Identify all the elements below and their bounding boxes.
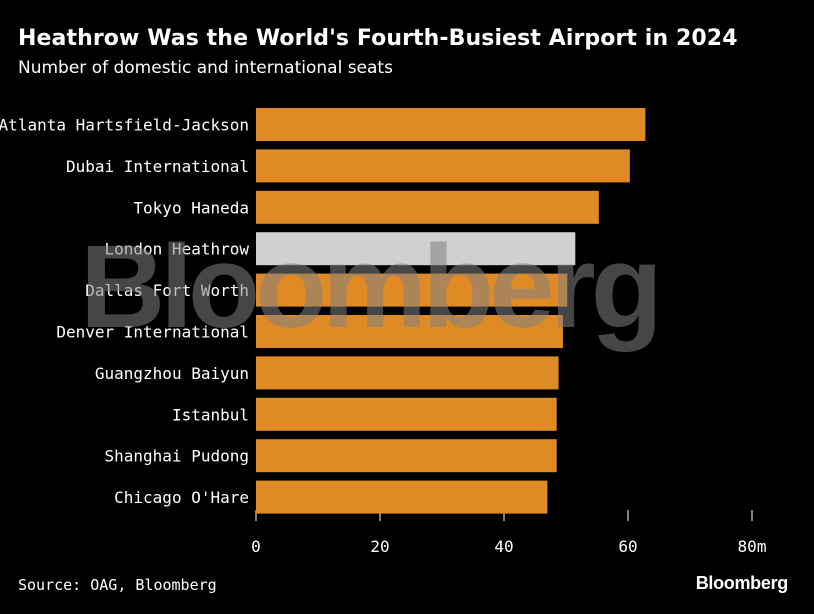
x-axis-ticks: 0 20 40 60 80m	[251, 510, 766, 556]
bar-tokyo-haneda	[256, 190, 599, 224]
bar-chicago-o-hare	[256, 480, 548, 514]
category-label: Dallas Fort Worth	[85, 281, 249, 300]
bloomberg-logo: Bloomberg	[695, 573, 789, 593]
category-label: Shanghai Pudong	[105, 447, 250, 466]
bar-london-heathrow	[256, 232, 576, 266]
x-tick-label: 20	[370, 537, 389, 556]
bar-shanghai-pudong	[256, 439, 557, 473]
bar-dallas-fort-worth	[256, 273, 568, 307]
category-label: Atlanta Hartsfield-Jackson	[0, 116, 249, 135]
x-tick-label: 80m	[738, 537, 767, 556]
source-note: Source: OAG, Bloomberg	[18, 576, 217, 594]
chart-title: Heathrow Was the World's Fourth-Busiest …	[18, 26, 738, 51]
bar-guangzhou-baiyun	[256, 356, 559, 390]
category-label: Chicago O'Hare	[114, 488, 249, 507]
x-tick-label: 60	[618, 537, 637, 556]
bar-series	[256, 108, 646, 514]
chart-subtitle: Number of domestic and international sea…	[18, 58, 393, 78]
bar-istanbul	[256, 397, 557, 431]
category-label: London Heathrow	[105, 240, 250, 259]
x-tick-label: 0	[251, 537, 261, 556]
category-label: Tokyo Haneda	[133, 198, 249, 217]
category-label: Dubai International	[66, 157, 249, 176]
x-tick-label: 40	[494, 537, 513, 556]
bar-dubai-international	[256, 149, 630, 183]
bar-atlanta-hartsfield-jackson	[256, 108, 646, 141]
bar-denver-international	[256, 315, 563, 348]
category-label: Denver International	[56, 323, 249, 342]
category-label: Istanbul	[172, 405, 249, 424]
category-labels: Atlanta Hartsfield-Jackson Dubai Internat…	[0, 116, 249, 508]
category-label: Guangzhou Baiyun	[95, 364, 249, 383]
